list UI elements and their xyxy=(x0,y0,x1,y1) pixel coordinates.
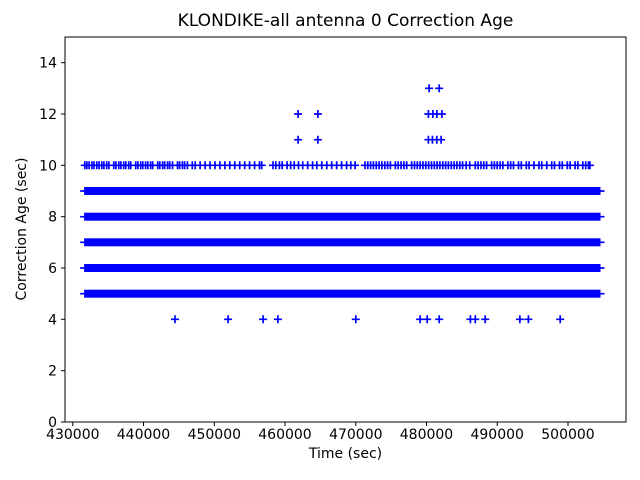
x-tick-label: 490000 xyxy=(470,427,523,443)
y-tick-label: 12 xyxy=(39,107,57,123)
data-points-age-12 xyxy=(294,110,446,118)
data-points-age-11 xyxy=(294,135,446,144)
x-tick-label: 500000 xyxy=(541,427,594,443)
data-points-age-10 xyxy=(80,161,594,170)
y-tick-label: 4 xyxy=(48,312,57,328)
data-points-age-13 xyxy=(425,84,444,93)
x-tick-label: 470000 xyxy=(329,427,382,443)
y-tick-label: 0 xyxy=(48,415,57,431)
y-tick-label: 6 xyxy=(48,261,57,277)
x-tick-label: 440000 xyxy=(117,427,170,443)
chart-title: KLONDIKE-all antenna 0 Correction Age xyxy=(177,11,514,31)
y-tick-label: 10 xyxy=(39,158,57,174)
x-tick-label: 480000 xyxy=(400,427,453,443)
x-axis-label: Time (sec) xyxy=(308,446,383,462)
y-tick-label: 14 xyxy=(39,56,57,72)
plot-box xyxy=(64,36,627,423)
x-tick-label: 460000 xyxy=(258,427,311,443)
y-tick-label: 2 xyxy=(48,364,57,380)
x-tick-label: 430000 xyxy=(46,427,99,443)
data-points-age-4 xyxy=(171,315,565,324)
y-tick-label: 8 xyxy=(48,210,57,226)
x-tick-label: 450000 xyxy=(188,427,241,443)
